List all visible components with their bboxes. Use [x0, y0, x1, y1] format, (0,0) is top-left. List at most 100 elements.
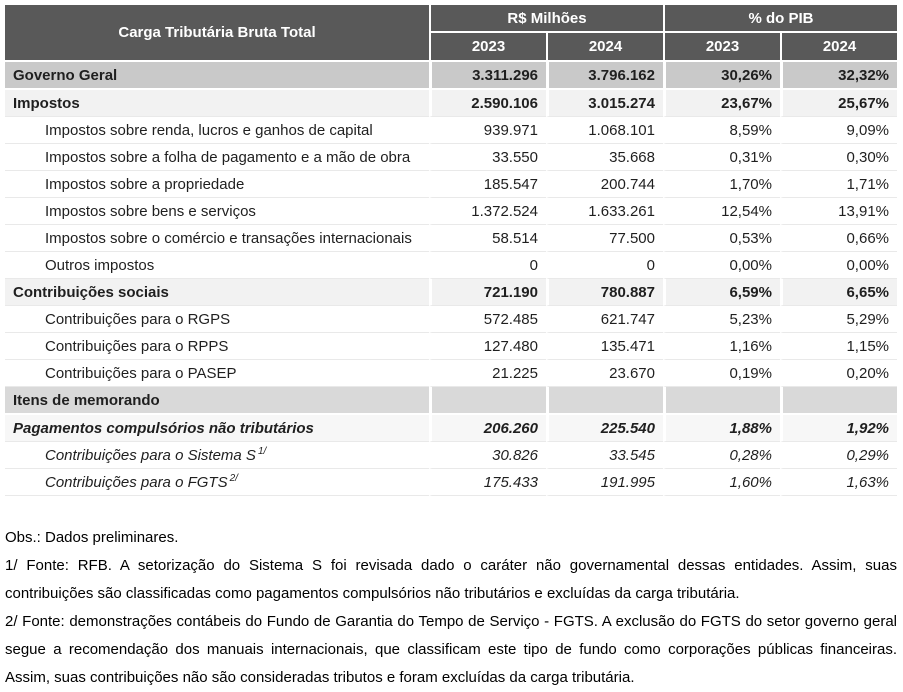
cell-value: 3.015.274: [546, 90, 663, 117]
table-row: Impostos sobre renda, lucros e ganhos de…: [5, 117, 898, 144]
cell-value: 621.747: [546, 306, 663, 333]
row-label: Contribuições para o PASEP: [5, 360, 429, 387]
cell-value: 1.372.524: [429, 198, 546, 225]
cell-value: 6,59%: [663, 279, 780, 306]
cell-value: [429, 387, 546, 415]
table-title: Carga Tributária Bruta Total: [5, 5, 429, 62]
table-row: Contribuições para o PASEP 21.225 23.670…: [5, 360, 898, 387]
cell-value: 1,15%: [780, 333, 898, 360]
cell-value: 30,26%: [663, 62, 780, 90]
table-row: Itens de memorando: [5, 387, 898, 415]
cell-value: 191.995: [546, 469, 663, 496]
row-label: Itens de memorando: [5, 387, 429, 415]
cell-value: 0,53%: [663, 225, 780, 252]
tax-burden-table: Carga Tributária Bruta Total R$ Milhões …: [5, 5, 898, 496]
cell-value: 21.225: [429, 360, 546, 387]
table-row: Governo Geral 3.311.296 3.796.162 30,26%…: [5, 62, 898, 90]
cell-value: 35.668: [546, 144, 663, 171]
note-ref-1: 1/: [257, 445, 267, 457]
table-row: Impostos sobre o comércio e transações i…: [5, 225, 898, 252]
cell-value: 23,67%: [663, 90, 780, 117]
obs-note: Obs.: Dados preliminares.: [5, 529, 179, 546]
table-row: Pagamentos compulsórios não tributários …: [5, 415, 898, 442]
table-row: Contribuições sociais 721.190 780.887 6,…: [5, 279, 898, 306]
footnotes: Obs.: Dados preliminares. 1/ Fonte: RFB.…: [5, 524, 897, 692]
cell-value: 58.514: [429, 225, 546, 252]
cell-value: 1,71%: [780, 171, 898, 198]
cell-value: 13,91%: [780, 198, 898, 225]
row-label: Contribuições para o RPPS: [5, 333, 429, 360]
cell-value: 1.633.261: [546, 198, 663, 225]
cell-value: 200.744: [546, 171, 663, 198]
row-label-text: Contribuições para o Sistema S: [45, 446, 256, 464]
cell-value: 3.311.296: [429, 62, 546, 90]
row-label: Impostos sobre o comércio e transações i…: [5, 225, 429, 252]
cell-value: 0,66%: [780, 225, 898, 252]
table-row: Contribuições para o RGPS 572.485 621.74…: [5, 306, 898, 333]
cell-value: 0,20%: [780, 360, 898, 387]
year-header: 2024: [780, 33, 898, 62]
cell-value: 135.471: [546, 333, 663, 360]
cell-value: 939.971: [429, 117, 546, 144]
table-row: Impostos 2.590.106 3.015.274 23,67% 25,6…: [5, 90, 898, 117]
year-header: 2023: [429, 33, 546, 62]
cell-value: 0,19%: [663, 360, 780, 387]
cell-value: 1.068.101: [546, 117, 663, 144]
row-label: Pagamentos compulsórios não tributários: [5, 415, 429, 442]
cell-value: 8,59%: [663, 117, 780, 144]
cell-value: [663, 387, 780, 415]
cell-value: 12,54%: [663, 198, 780, 225]
row-label: Impostos sobre bens e serviços: [5, 198, 429, 225]
year-header: 2023: [663, 33, 780, 62]
table-row: Impostos sobre bens e serviços 1.372.524…: [5, 198, 898, 225]
cell-value: 33.550: [429, 144, 546, 171]
cell-value: 3.796.162: [546, 62, 663, 90]
row-label: Outros impostos: [5, 252, 429, 279]
cell-value: 32,32%: [780, 62, 898, 90]
cell-value: 0,00%: [663, 252, 780, 279]
footnote-1: 1/ Fonte: RFB. A setorização do Sistema …: [5, 557, 897, 602]
cell-value: 0,00%: [780, 252, 898, 279]
cell-value: 0,31%: [663, 144, 780, 171]
cell-value: 0,30%: [780, 144, 898, 171]
cell-value: 9,09%: [780, 117, 898, 144]
cell-value: 33.545: [546, 442, 663, 469]
row-label: Contribuições para o Sistema S 1/: [5, 442, 429, 469]
cell-value: 25,67%: [780, 90, 898, 117]
cell-value: 0: [546, 252, 663, 279]
row-label: Impostos: [5, 90, 429, 117]
cell-value: 225.540: [546, 415, 663, 442]
year-header: 2024: [546, 33, 663, 62]
cell-value: 1,70%: [663, 171, 780, 198]
table-row: Contribuições para o RPPS 127.480 135.47…: [5, 333, 898, 360]
note-ref-2: 2/: [229, 472, 238, 484]
cell-value: 2.590.106: [429, 90, 546, 117]
cell-value: 1,92%: [780, 415, 898, 442]
row-label: Contribuições para o RGPS: [5, 306, 429, 333]
cell-value: 0: [429, 252, 546, 279]
cell-value: 1,16%: [663, 333, 780, 360]
cell-value: 127.480: [429, 333, 546, 360]
table-row: Outros impostos 0 0 0,00% 0,00%: [5, 252, 898, 279]
row-label: Governo Geral: [5, 62, 429, 90]
cell-value: 206.260: [429, 415, 546, 442]
cell-value: [780, 387, 898, 415]
column-group-pib: % do PIB: [663, 5, 898, 33]
table-header: Carga Tributária Bruta Total R$ Milhões …: [5, 5, 898, 62]
cell-value: 0,28%: [663, 442, 780, 469]
cell-value: 1,60%: [663, 469, 780, 496]
cell-value: 780.887: [546, 279, 663, 306]
table-row: Contribuições para o FGTS 2/ 175.433 191.…: [5, 469, 898, 496]
cell-value: 175.433: [429, 469, 546, 496]
table-body: Governo Geral 3.311.296 3.796.162 30,26%…: [5, 62, 898, 496]
row-label: Contribuições sociais: [5, 279, 429, 306]
cell-value: 0,29%: [780, 442, 898, 469]
table-row: Contribuições para o Sistema S 1/ 30.826 …: [5, 442, 898, 469]
cell-value: 30.826: [429, 442, 546, 469]
cell-value: 572.485: [429, 306, 546, 333]
cell-value: 721.190: [429, 279, 546, 306]
row-label-text: Contribuições para o FGTS: [45, 473, 228, 491]
cell-value: 23.670: [546, 360, 663, 387]
cell-value: 5,29%: [780, 306, 898, 333]
row-label: Impostos sobre renda, lucros e ganhos de…: [5, 117, 429, 144]
